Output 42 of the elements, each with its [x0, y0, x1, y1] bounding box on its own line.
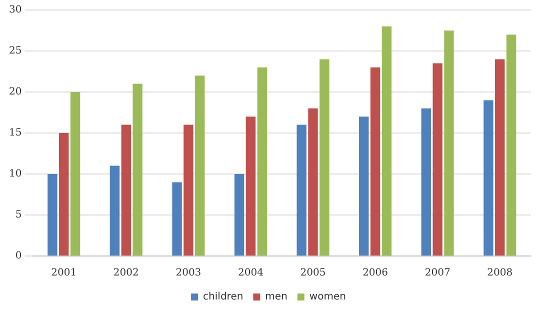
- bar: [320, 59, 330, 256]
- x-tick-label: 2002: [113, 268, 139, 279]
- bar: [70, 92, 80, 256]
- y-tick-label: 25: [8, 46, 22, 57]
- bar: [172, 182, 182, 256]
- bar: [59, 133, 69, 256]
- bar: [121, 124, 132, 256]
- bar: [370, 67, 380, 256]
- bar: [110, 166, 120, 256]
- bar: [246, 116, 256, 256]
- bar: [444, 30, 454, 256]
- x-tick-label: 2001: [51, 268, 77, 279]
- y-tick-label: 15: [8, 128, 22, 139]
- bar: [506, 34, 516, 256]
- bar: [421, 108, 432, 256]
- legend-label: children: [203, 292, 244, 303]
- y-tick-label: 0: [15, 250, 22, 262]
- bar: [195, 76, 205, 256]
- bar: [495, 59, 505, 256]
- x-tick-label: 2003: [176, 268, 202, 279]
- bar: [308, 108, 318, 256]
- y-tick-label: 10: [8, 168, 22, 180]
- legend-label: women: [309, 292, 346, 303]
- bar: [359, 116, 369, 256]
- x-tick-label: 2004: [238, 268, 264, 279]
- bar: [132, 84, 142, 256]
- y-tick-label: 5: [15, 210, 22, 221]
- bar: [484, 100, 494, 256]
- y-tick-label: 30: [8, 4, 22, 16]
- x-tick-label: 2008: [487, 268, 513, 279]
- x-tick-label: 2006: [362, 268, 388, 279]
- bar: [432, 63, 442, 256]
- bar: [382, 26, 392, 256]
- x-tick-label: 2005: [300, 268, 326, 279]
- bar: [296, 124, 306, 256]
- y-tick-label: 20: [8, 86, 22, 98]
- bar: [184, 124, 194, 256]
- bar: [234, 174, 244, 256]
- legend-label: men: [265, 292, 288, 303]
- bar: [48, 174, 58, 256]
- bar: [257, 67, 267, 256]
- x-tick-label: 2007: [424, 268, 450, 279]
